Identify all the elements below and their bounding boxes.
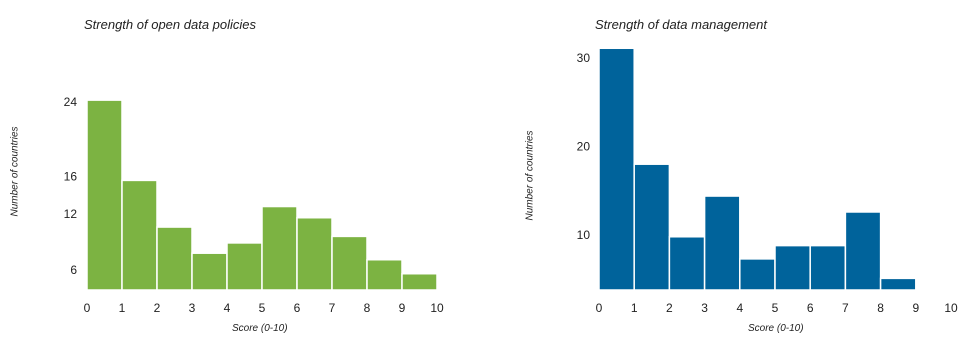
x-tick-label: 0	[596, 301, 603, 315]
y-tick-label: 12	[64, 207, 78, 221]
histogram-bar	[331, 235, 368, 291]
histogram-bar	[226, 242, 263, 291]
histogram-bar	[739, 258, 776, 291]
x-tick-label: 1	[631, 301, 638, 315]
y-tick-label: 24	[64, 95, 78, 109]
histogram-bar	[191, 252, 228, 291]
x-tick-label: 10	[430, 301, 444, 315]
y-tick-label: 16	[64, 170, 78, 184]
x-tick-label: 7	[329, 301, 336, 315]
chart-panel-open-data-policies: Strength of open data policies Number of…	[0, 0, 470, 340]
x-tick-label: 8	[877, 301, 884, 315]
x-tick-label: 9	[399, 301, 406, 315]
x-tick-label: 3	[189, 301, 196, 315]
y-tick-label: 6	[70, 263, 77, 277]
x-tick-label: 0	[84, 301, 91, 315]
histogram-data-management: 0 1 2 3 4 5 6 7 8 9 10 10 20 30	[577, 47, 958, 315]
x-tick-label: 3	[701, 301, 708, 315]
histogram-bar	[809, 244, 847, 291]
histogram-bar	[774, 244, 811, 291]
y-tick-label: 30	[577, 51, 591, 65]
x-axis-label: Score (0-10)	[748, 323, 804, 334]
x-tick-label: 2	[154, 301, 161, 315]
x-tick-label: 5	[772, 301, 779, 315]
histogram-bar	[844, 211, 882, 291]
histogram-bar	[86, 99, 123, 291]
chart-title: Strength of open data policies	[84, 17, 257, 32]
histogram-bar	[261, 205, 298, 291]
histogram-bar	[401, 272, 438, 291]
x-tick-label: 8	[364, 301, 371, 315]
y-tick-label: 10	[577, 228, 591, 242]
x-tick-label: 5	[259, 301, 266, 315]
chart-panel-data-management: Strength of data management Number of co…	[490, 0, 958, 340]
x-tick-label: 4	[224, 301, 231, 315]
x-tick-label: 9	[912, 301, 919, 315]
chart-title: Strength of data management	[595, 17, 768, 32]
x-tick-label: 1	[119, 301, 126, 315]
histogram-bar	[703, 195, 741, 291]
x-tick-label: 4	[736, 301, 743, 315]
x-tick-label: 7	[842, 301, 849, 315]
x-tick-label: 6	[294, 301, 301, 315]
histogram-bar	[598, 47, 635, 291]
x-tick-label: 6	[807, 301, 814, 315]
histogram-bar	[366, 258, 403, 291]
histogram-bar	[121, 179, 158, 291]
histogram-bar	[296, 216, 333, 291]
x-axis-label: Score (0-10)	[232, 323, 288, 334]
histogram-bar	[668, 236, 706, 291]
histogram-bar	[879, 277, 917, 291]
y-tick-label: 20	[577, 140, 591, 154]
histogram-bar	[633, 163, 671, 291]
histogram-bar	[156, 226, 193, 291]
x-tick-label: 10	[944, 301, 958, 315]
x-tick-label: 2	[666, 301, 673, 315]
